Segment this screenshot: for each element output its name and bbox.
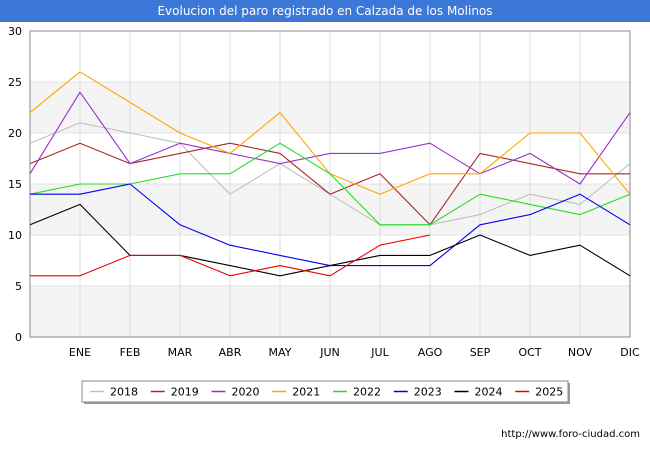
plot-frame [29,30,631,338]
series-line-2020 [29,91,631,185]
y-tick-label: 20 [8,127,22,140]
legend-box [81,380,569,403]
legend-label-2024: 2024 [475,386,503,399]
legend: 2018 2019 2020 2021 2022 2023 2024 2025 [81,380,570,404]
y-tick-label: 15 [8,178,22,191]
x-tick-label: AGO [418,346,443,359]
series-line-2025 [30,234,431,277]
x-tick-label: MAR [168,346,193,359]
legend-label-2019: 2019 [171,386,199,399]
y-tick-label: 25 [8,76,22,89]
chart-title: Evolucion del paro registrado en Calzada… [0,0,650,22]
x-tick-label: NOV [568,346,593,359]
x-tick-label: JUN [319,346,340,359]
legend-label-2022: 2022 [353,386,381,399]
x-tick-label: DIC [620,346,640,359]
legend-label-2023: 2023 [414,386,442,399]
y-tick-label: 10 [8,229,22,242]
y-tick-label: 5 [15,280,22,293]
y-tick-label: 0 [15,331,22,344]
x-tick-label: FEB [120,346,141,359]
x-axis-ticks: ENE FEB MAR ABR MAY JUN JUL AGO SEP OCT NOV DIC [69,346,640,359]
plot-border [29,30,631,338]
y-tick-label: 30 [8,25,22,38]
x-tick-label: ENE [69,346,91,359]
source-url[interactable]: http://www.foro-ciudad.com [501,429,640,440]
x-tick-label: SEP [470,346,491,359]
series-lines [29,71,631,277]
x-tick-label: ABR [219,346,242,359]
y-axis-ticks: 0 5 10 15 20 25 30 [8,25,22,344]
legend-label-2021: 2021 [292,386,320,399]
x-tick-label: JUL [370,346,389,359]
legend-label-2018: 2018 [110,386,138,399]
x-tick-label: OCT [518,346,541,359]
legend-label-2025: 2025 [535,386,563,399]
x-tick-label: MAY [269,346,292,359]
legend-label-2020: 2020 [232,386,260,399]
